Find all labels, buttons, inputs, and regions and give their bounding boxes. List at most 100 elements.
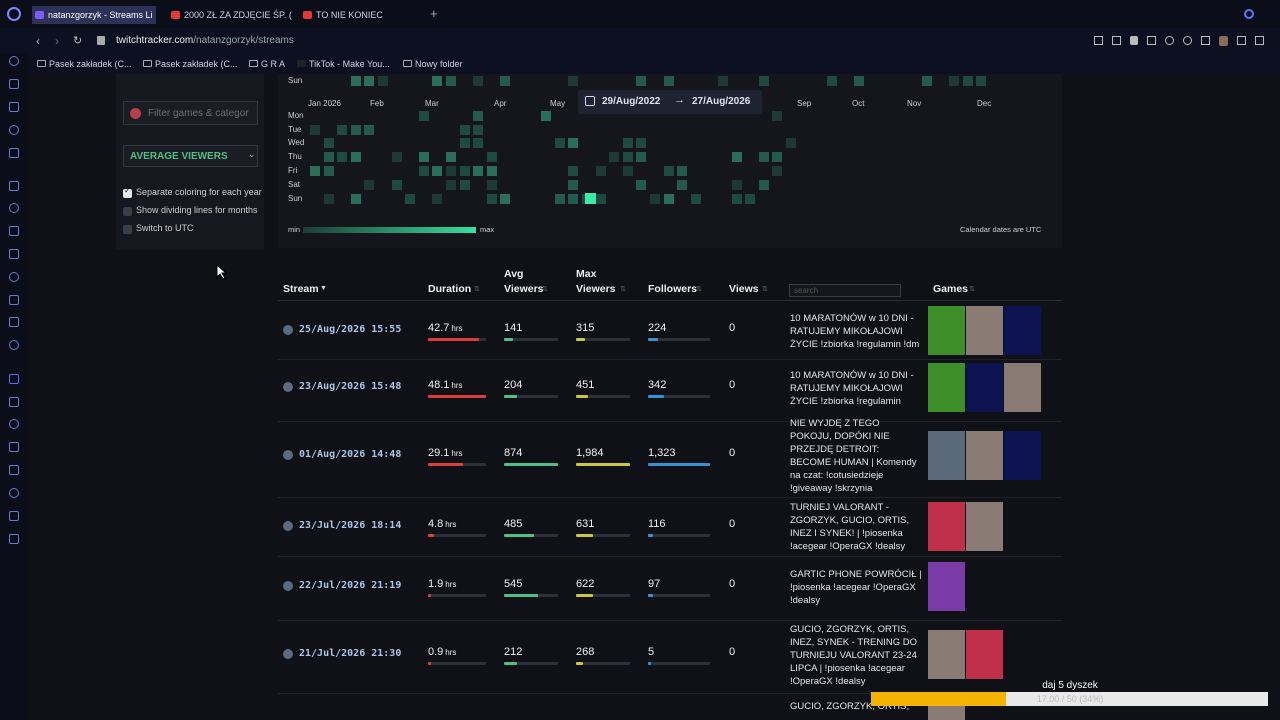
- game-thumbnail[interactable]: [928, 431, 965, 480]
- game-thumbnail[interactable]: [928, 702, 965, 720]
- browser-logo[interactable]: [7, 7, 21, 21]
- bookmark[interactable]: G R A: [249, 59, 285, 69]
- game-thumbnail[interactable]: [966, 306, 1003, 355]
- stream-date[interactable]: 01/Aug/2026 14:48: [299, 449, 402, 460]
- expand-icon[interactable]: [283, 649, 293, 659]
- expand-icon[interactable]: [283, 521, 293, 531]
- stream-date[interactable]: 21/Jul/2026 21:30: [299, 648, 402, 659]
- checkbox[interactable]: ✓: [123, 186, 132, 198]
- bookmark[interactable]: Nowy folder: [403, 59, 463, 69]
- game-thumbnail[interactable]: [1004, 306, 1041, 355]
- legend-min: min: [288, 225, 301, 234]
- sidebar-icon[interactable]: [9, 465, 19, 475]
- sidebar-icon[interactable]: [9, 272, 19, 282]
- sidebar-icon[interactable]: [9, 442, 19, 452]
- followers: 1,323: [648, 447, 676, 459]
- heat-cell: [663, 76, 674, 86]
- duration-bar: [428, 338, 486, 341]
- column-header[interactable]: Views: [729, 283, 759, 295]
- sidebar-icon[interactable]: [9, 125, 19, 135]
- date-range[interactable]: 29/Aug/2022 → 27/Aug/2026: [578, 90, 762, 114]
- sidebar-icon[interactable]: [9, 397, 19, 407]
- game-thumbnail[interactable]: [1004, 431, 1041, 480]
- views: 0: [729, 447, 736, 459]
- filter-input[interactable]: Filter games & categor: [123, 101, 258, 125]
- column-header[interactable]: Avg Viewers: [504, 268, 544, 295]
- forward-button[interactable]: ›: [55, 34, 59, 48]
- column-header[interactable]: Max Viewers: [576, 268, 616, 295]
- expand-icon[interactable]: [283, 382, 293, 392]
- title-search[interactable]: search: [789, 284, 901, 297]
- sidebar-icon[interactable]: [9, 317, 19, 327]
- expand-icon[interactable]: [283, 450, 293, 460]
- column-header[interactable]: Stream: [283, 283, 319, 295]
- sidebar-icon[interactable]: [9, 226, 19, 236]
- stream-title: GUCIO, ZGORZYK, ORTIS, INEZ, SYNEK - TRE…: [790, 623, 918, 687]
- stream-date[interactable]: 22/Jul/2026 21:19: [299, 580, 402, 591]
- bookmark[interactable]: Pasek zakładek (C...: [37, 59, 132, 69]
- checkbox[interactable]: [123, 225, 132, 234]
- sort-icon[interactable]: ⇅: [542, 286, 548, 293]
- sidebar-icon[interactable]: [9, 488, 19, 498]
- sort-icon[interactable]: ⇅: [620, 286, 626, 293]
- sort-icon[interactable]: ⇅: [696, 286, 702, 293]
- stream-date[interactable]: 23/Jul/2026 18:14: [299, 520, 402, 531]
- back-button[interactable]: ‹: [36, 34, 40, 48]
- sort-icon[interactable]: ▼: [320, 285, 327, 292]
- duration-unit: hrs: [451, 381, 463, 390]
- sidebar-icon[interactable]: [9, 295, 19, 305]
- column-header[interactable]: Followers: [648, 283, 698, 295]
- sidebar-icon[interactable]: [9, 56, 19, 66]
- sidebar-icon[interactable]: [9, 419, 19, 429]
- sidebar-icon[interactable]: [9, 511, 19, 521]
- address[interactable]: twitchtracker.com/natanzgorzyk/streams: [116, 35, 294, 46]
- heat-cell: [446, 166, 456, 176]
- sidebar-icon[interactable]: [9, 79, 19, 89]
- sidebar-icon[interactable]: [9, 148, 19, 158]
- expand-icon[interactable]: [283, 325, 293, 335]
- sidebar-icon[interactable]: [9, 374, 19, 384]
- range-from: 29/Aug/2022: [602, 96, 661, 107]
- checkbox[interactable]: [123, 207, 132, 216]
- sidebar-icon[interactable]: [9, 249, 19, 259]
- bookmark[interactable]: TikTok - Make You...: [297, 59, 390, 69]
- sidebar-icon[interactable]: [9, 203, 19, 213]
- game-thumbnail[interactable]: [966, 363, 1003, 412]
- sidebar-icon[interactable]: [9, 534, 19, 544]
- new-tab[interactable]: +: [430, 6, 438, 21]
- search-icon[interactable]: [1244, 9, 1254, 19]
- sort-icon[interactable]: ⇅: [969, 286, 975, 293]
- sidebar-icon[interactable]: [9, 102, 19, 112]
- stream-date[interactable]: 25/Aug/2026 15:55: [299, 324, 402, 335]
- game-thumbnail[interactable]: [966, 502, 1003, 551]
- bookmark[interactable]: Pasek zakładek (C...: [143, 59, 238, 69]
- sort-icon[interactable]: ⇅: [762, 286, 768, 293]
- heat-cell: [595, 194, 606, 204]
- sidebar-icon[interactable]: [9, 340, 19, 350]
- metric-dropdown[interactable]: AVERAGE VIEWERS ⌄: [123, 145, 258, 167]
- tab[interactable]: natanzgorzyk - Streams Li: [32, 6, 156, 24]
- game-thumbnail[interactable]: [966, 630, 1003, 679]
- tab[interactable]: 2000 ZŁ ZA ZDJĘCIE ŚP. (: [168, 6, 292, 24]
- heat-cell: [758, 180, 769, 190]
- game-thumbnail[interactable]: [928, 630, 965, 679]
- sidebar-icon[interactable]: [9, 181, 19, 191]
- game-thumbnail[interactable]: [928, 306, 965, 355]
- heat-cell: [432, 166, 443, 176]
- game-thumbnail[interactable]: [928, 562, 965, 611]
- game-thumbnail[interactable]: [928, 502, 965, 551]
- column-header[interactable]: Duration: [428, 283, 472, 295]
- tab[interactable]: TO NIE KONIEC PUBLIKAC: [300, 6, 424, 24]
- heat-cell: [731, 152, 742, 162]
- column-header[interactable]: Games: [933, 283, 969, 295]
- option-label: Separate coloring for each year: [136, 187, 262, 197]
- reload-button[interactable]: ↻: [73, 35, 83, 47]
- sort-icon[interactable]: ⇅: [474, 286, 480, 293]
- game-thumbnail[interactable]: [1004, 363, 1041, 412]
- game-thumbnail[interactable]: [966, 431, 1003, 480]
- expand-icon[interactable]: [283, 581, 293, 591]
- bookmark-label: Nowy folder: [415, 59, 463, 69]
- max-viewers: 1,984: [576, 447, 604, 459]
- stream-date[interactable]: 23/Aug/2026 15:48: [299, 381, 402, 392]
- game-thumbnail[interactable]: [928, 363, 965, 412]
